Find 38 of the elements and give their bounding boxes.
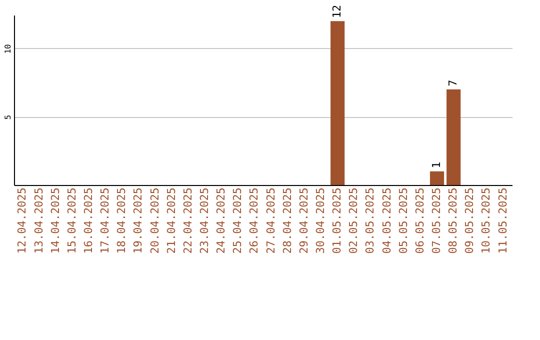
- x-tick-label: 12.04.2025: [16, 188, 29, 254]
- y-tick-label: 5: [4, 114, 12, 120]
- x-tick-label: 06.05.2025: [413, 188, 426, 254]
- x-tick-label: 21.04.2025: [164, 188, 178, 254]
- x-tick-label: 04.05.2025: [380, 188, 394, 254]
- x-tick-label: 02.05.2025: [347, 188, 360, 254]
- x-tick-label: 01.05.2025: [330, 188, 344, 254]
- x-tick-label: 30.04.2025: [314, 188, 328, 254]
- x-tick-label: 15.04.2025: [65, 188, 78, 254]
- data-label: 7: [446, 80, 460, 86]
- x-tick-label: 28.04.2025: [280, 188, 294, 254]
- y-tick-label: 10: [4, 44, 12, 54]
- x-tick-label: 10.05.2025: [480, 188, 493, 254]
- x-tick-label: 22.04.2025: [181, 188, 194, 254]
- x-tick-label: 11.05.2025: [496, 188, 510, 254]
- x-tick-label: 27.04.2025: [264, 188, 278, 254]
- x-tick-label: 16.04.2025: [82, 188, 95, 254]
- x-tick-label: 19.04.2025: [132, 188, 145, 254]
- x-tick-label: 18.04.2025: [115, 188, 128, 254]
- bar: [446, 89, 461, 185]
- x-tick-label: 26.04.2025: [248, 188, 261, 254]
- bar: [430, 171, 444, 185]
- bar: [330, 21, 345, 185]
- x-tick-label: 14.04.2025: [48, 188, 62, 254]
- data-label: 1: [430, 162, 444, 168]
- x-tick-label: 08.05.2025: [446, 188, 460, 254]
- x-tick-label: 23.04.2025: [198, 188, 211, 254]
- x-tick-label: 05.05.2025: [396, 188, 410, 254]
- x-tick-label: 03.05.2025: [364, 188, 377, 254]
- data-label: 12: [330, 4, 344, 18]
- x-tick-label: 17.04.2025: [98, 188, 112, 254]
- x-tick-label: 07.05.2025: [430, 188, 444, 254]
- x-tick-label: 20.04.2025: [148, 188, 162, 254]
- x-tick-label: 24.04.2025: [214, 188, 228, 254]
- x-tick-label: 09.05.2025: [463, 188, 476, 254]
- x-tick-label: 29.04.2025: [297, 188, 310, 254]
- x-tick-label: 13.04.2025: [32, 188, 46, 254]
- x-tick-label: 25.04.2025: [231, 188, 244, 254]
